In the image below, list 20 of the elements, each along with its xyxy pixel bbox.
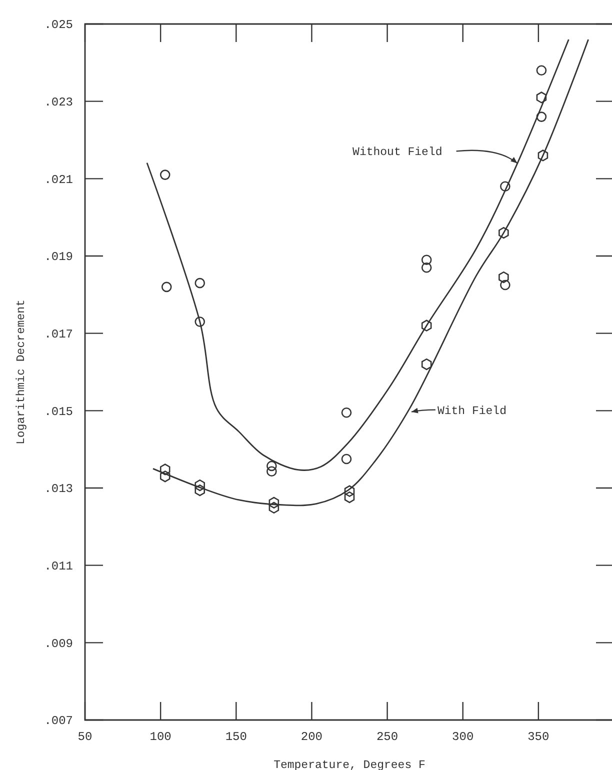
y-tick-label: .017 bbox=[44, 328, 73, 342]
x-tick-label: 250 bbox=[376, 730, 398, 744]
x-tick-label: 150 bbox=[225, 730, 247, 744]
y-tick-label: .009 bbox=[44, 636, 73, 651]
y-tick-label: .015 bbox=[44, 404, 73, 419]
x-tick-label: 200 bbox=[300, 730, 323, 744]
y-tick-label: .007 bbox=[44, 714, 73, 728]
x-tick-label: 350 bbox=[528, 730, 550, 744]
x-tick-label: 50 bbox=[78, 730, 92, 744]
annotation: With Field bbox=[437, 404, 506, 418]
y-tick-label: .013 bbox=[44, 482, 73, 496]
x-tick-label: 100 bbox=[150, 730, 172, 744]
y-tick-label: .019 bbox=[44, 250, 73, 264]
y-axis-title: Logarithmic Decrement bbox=[15, 300, 28, 444]
x-tick-label: 300 bbox=[452, 730, 474, 744]
y-tick-label: .021 bbox=[44, 172, 73, 187]
y-tick-label: .011 bbox=[44, 560, 73, 574]
y-tick-label: .023 bbox=[44, 96, 73, 110]
y-tick-label: .025 bbox=[44, 18, 73, 32]
annotation: Without Field bbox=[352, 146, 442, 160]
